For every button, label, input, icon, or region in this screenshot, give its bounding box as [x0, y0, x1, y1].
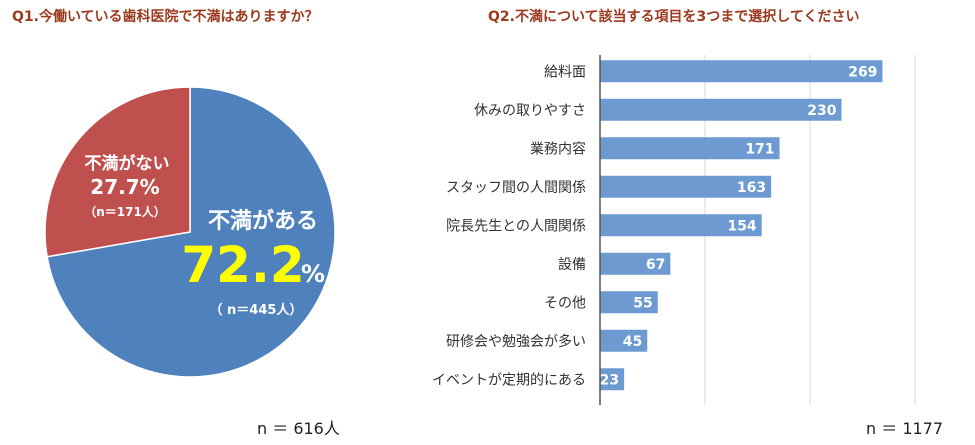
bar-category-label-4: 院長先生との人間関係: [446, 218, 586, 234]
bar-value-label-6: 55: [633, 295, 652, 311]
pie-percent-unit-yes: %: [301, 260, 325, 288]
bar-8: [600, 368, 625, 391]
bar-category-label-2: 業務内容: [530, 140, 586, 157]
pie-n-no: （n＝171人）: [84, 204, 166, 219]
bar-3: [600, 175, 772, 198]
bar-value-label-2: 171: [745, 141, 774, 157]
bar-7: [600, 329, 648, 352]
bar-chart-title: Q2.不満について該当する項目を3つまで選択してください: [488, 9, 860, 25]
bar-value-label-0: 269: [848, 64, 877, 80]
bar-value-label-4: 154: [727, 218, 756, 234]
pie-n-yes: （ n＝445人）: [210, 302, 303, 318]
pie-percent-yes: 72.2: [181, 236, 304, 294]
bar-value-label-3: 163: [737, 180, 766, 196]
pie-slice-0: [46, 86, 336, 378]
bar-value-label-7: 45: [623, 334, 642, 350]
bar-0: [600, 60, 883, 83]
bar-1: [600, 98, 842, 121]
bar-category-label-3: スタッフ間の人間関係: [446, 180, 586, 196]
bar-category-label-0: 給料面: [544, 64, 586, 80]
bar-5: [600, 252, 671, 275]
bar-category-label-8: イベントが定期的にある: [432, 372, 586, 388]
pie-label-no: 不満がない: [85, 153, 170, 174]
pie-chart-title: Q1.今働いている歯科医院で不満はありますか？: [12, 9, 319, 25]
pie-sample-size: n ＝ 616人: [257, 419, 340, 438]
pie-label-yes: 不満がある: [208, 208, 318, 234]
bar-category-label-5: 設備: [558, 257, 586, 273]
bar-6: [600, 291, 658, 314]
bar-value-label-1: 230: [807, 103, 836, 119]
bar-value-label-5: 67: [646, 257, 665, 273]
bar-sample-size: n ＝ 1177: [866, 419, 944, 438]
pie-percent-no: 27.7%: [90, 175, 159, 199]
bar-category-label-6: その他: [544, 295, 586, 311]
pie-slice-1: [44, 86, 191, 258]
bar-category-label-7: 研修会や勉強会が多い: [446, 333, 586, 350]
bar-4: [600, 214, 762, 237]
bar-2: [600, 137, 780, 160]
bar-category-label-1: 休みの取りやすさ: [474, 103, 586, 119]
bar-value-label-8: 23: [600, 372, 619, 388]
